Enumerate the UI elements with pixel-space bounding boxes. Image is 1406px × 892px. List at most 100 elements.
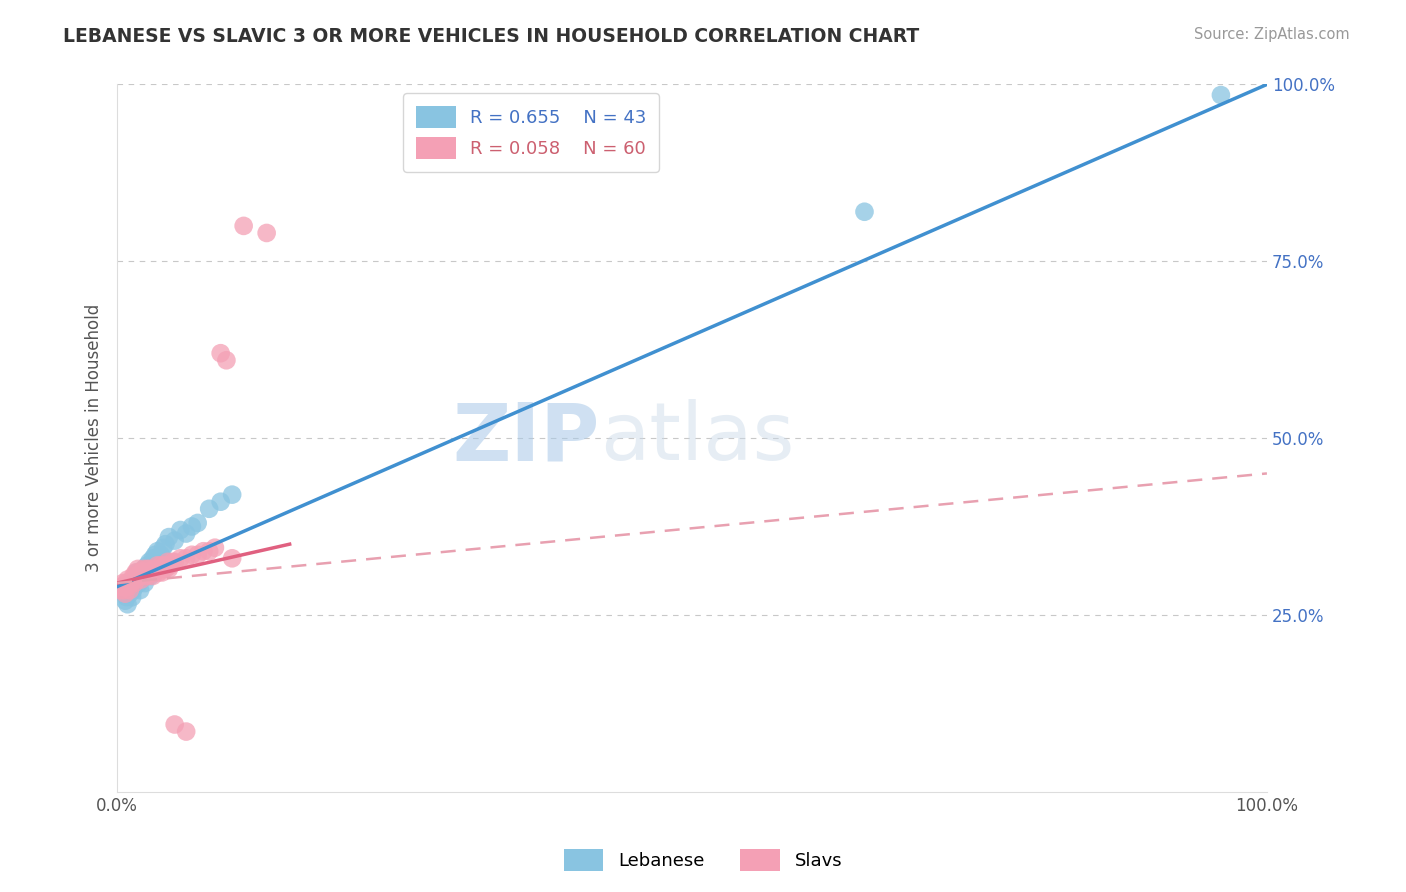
Point [143, 562, 166, 576]
Point [111, 576, 134, 591]
Point [132, 562, 155, 576]
Point [155, 562, 177, 576]
Point [169, 523, 191, 537]
Point [139, 566, 162, 580]
Point [138, 562, 160, 576]
Point [187, 548, 209, 562]
Point [853, 204, 876, 219]
Point [156, 558, 179, 573]
Point [128, 569, 150, 583]
Point [114, 587, 136, 601]
Point [181, 519, 204, 533]
Point [138, 555, 160, 569]
Point [115, 591, 138, 605]
Point [153, 558, 176, 573]
Point [118, 580, 141, 594]
Point [122, 569, 145, 583]
Text: ZIP: ZIP [453, 399, 600, 477]
Point [148, 566, 170, 580]
Point [145, 562, 167, 576]
Point [209, 494, 232, 508]
Point [193, 544, 215, 558]
Point [162, 555, 184, 569]
Point [120, 576, 142, 591]
Point [198, 501, 221, 516]
Point [141, 566, 163, 580]
Point [136, 562, 159, 576]
Point [136, 569, 159, 583]
Point [146, 558, 169, 573]
Point [120, 576, 142, 591]
Point [118, 583, 141, 598]
Point [159, 558, 181, 573]
Point [141, 562, 163, 576]
Point [129, 566, 152, 580]
Point [131, 573, 153, 587]
Point [136, 566, 159, 580]
Text: LEBANESE VS SLAVIC 3 OR MORE VEHICLES IN HOUSEHOLD CORRELATION CHART: LEBANESE VS SLAVIC 3 OR MORE VEHICLES IN… [63, 27, 920, 45]
Point [187, 516, 209, 530]
Point [124, 576, 146, 591]
Point [181, 548, 204, 562]
Point [124, 566, 146, 580]
Text: Source: ZipAtlas.com: Source: ZipAtlas.com [1194, 27, 1350, 42]
Point [125, 566, 148, 580]
Point [174, 724, 197, 739]
Point [221, 488, 243, 502]
Point [152, 562, 174, 576]
Point [174, 551, 197, 566]
Point [118, 587, 141, 601]
Point [117, 597, 139, 611]
Point [256, 226, 278, 240]
Point [149, 558, 172, 573]
Point [150, 566, 173, 580]
Point [157, 530, 180, 544]
Point [157, 562, 180, 576]
Legend: R = 0.655    N = 43, R = 0.058    N = 60: R = 0.655 N = 43, R = 0.058 N = 60 [404, 94, 659, 172]
Point [198, 544, 221, 558]
Point [127, 562, 149, 576]
Point [135, 569, 157, 583]
Point [142, 551, 165, 566]
Point [114, 593, 136, 607]
Point [163, 717, 186, 731]
Point [121, 591, 143, 605]
Legend: Lebanese, Slavs: Lebanese, Slavs [557, 842, 849, 879]
Point [143, 566, 166, 580]
Point [204, 541, 226, 555]
Point [142, 569, 165, 583]
Point [146, 544, 169, 558]
Point [149, 548, 172, 562]
Point [129, 583, 152, 598]
Point [156, 555, 179, 569]
Point [110, 583, 132, 598]
Point [128, 576, 150, 591]
Text: atlas: atlas [600, 399, 794, 477]
Point [221, 551, 243, 566]
Point [136, 558, 159, 573]
Point [111, 580, 134, 594]
Point [115, 576, 138, 591]
Point [143, 558, 166, 573]
Point [122, 583, 145, 598]
Point [125, 573, 148, 587]
Point [121, 573, 143, 587]
Point [143, 548, 166, 562]
Point [155, 537, 177, 551]
Point [131, 566, 153, 580]
Point [117, 573, 139, 587]
Point [209, 346, 232, 360]
Point [174, 526, 197, 541]
Point [111, 583, 134, 598]
Point [149, 562, 172, 576]
Point [124, 573, 146, 587]
Point [132, 562, 155, 576]
Point [152, 541, 174, 555]
Point [215, 353, 238, 368]
Point [131, 573, 153, 587]
Point [135, 566, 157, 580]
Point [163, 533, 186, 548]
Point [118, 580, 141, 594]
Point [163, 555, 186, 569]
Point [169, 551, 191, 566]
